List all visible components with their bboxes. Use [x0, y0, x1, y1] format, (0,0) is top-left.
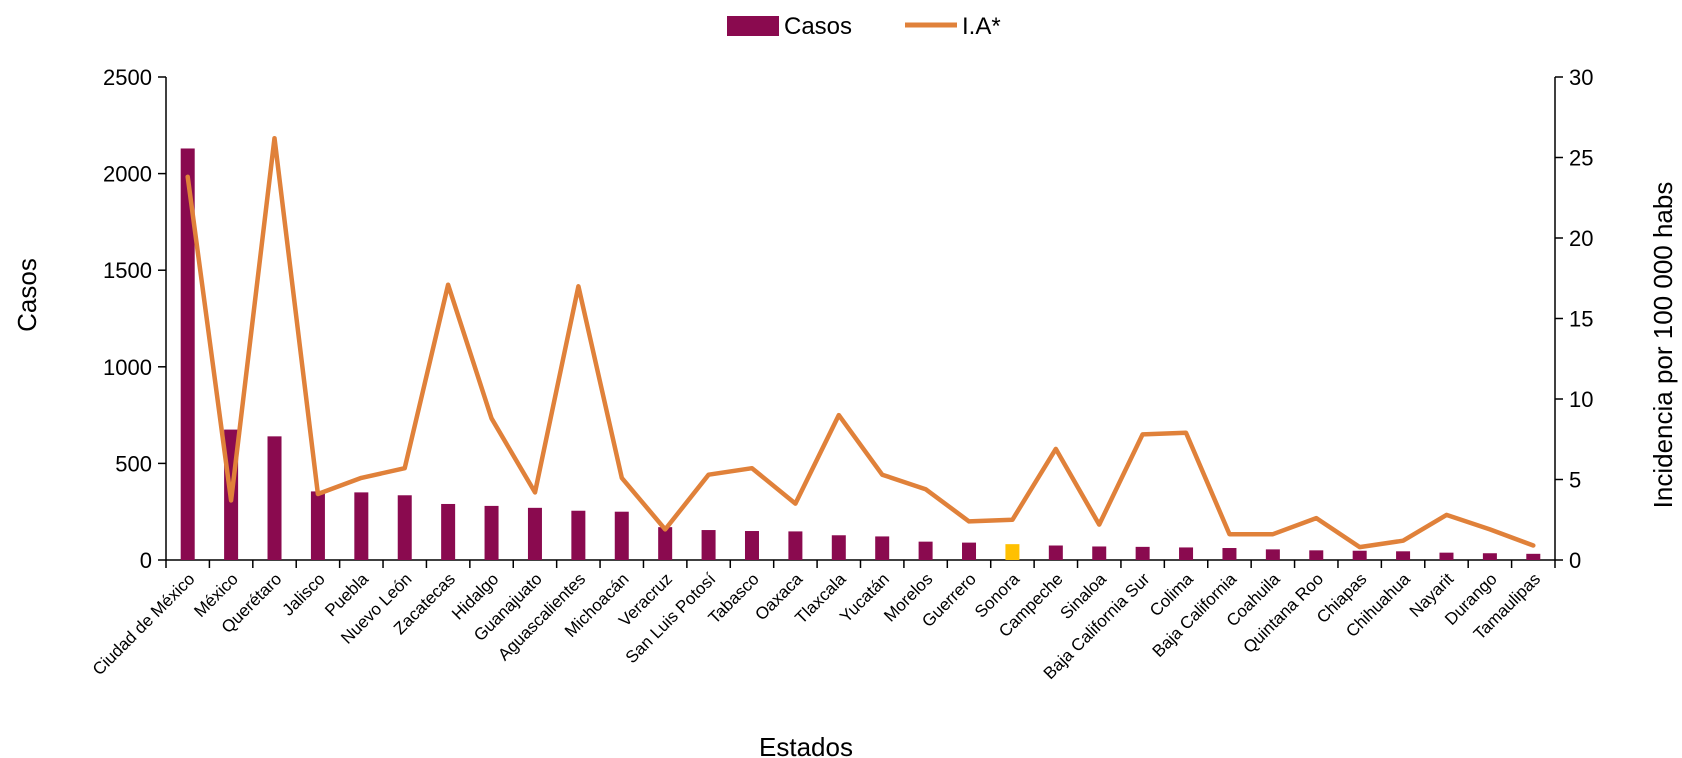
y2-tick-label: 15	[1569, 307, 1593, 332]
bar-13	[744, 531, 759, 560]
legend-label-casos: Casos	[784, 13, 852, 40]
y-tick-label: 2500	[103, 65, 152, 90]
y2-axis-title: Incidencia por 100 000 habs	[1648, 182, 1678, 509]
bar-9	[571, 510, 586, 560]
y2-tick-label: 5	[1569, 468, 1581, 493]
x-tick-label: Jalisco	[279, 569, 329, 619]
x-axis-labels: Ciudad de MéxicoMéxicoQuerétaroJaliscoPu…	[89, 560, 1556, 683]
bar-30	[1482, 553, 1497, 560]
y-tick-label: 500	[115, 451, 152, 476]
bar-5	[397, 495, 412, 560]
y-tick-label: 2000	[103, 162, 152, 187]
bar-15	[831, 535, 846, 560]
y-tick-label: 0	[140, 548, 152, 573]
y-tick-label: 1000	[103, 355, 152, 380]
bar-8	[527, 507, 542, 560]
line-series-ia	[185, 135, 1536, 550]
y-tick-label: 1500	[103, 258, 152, 283]
y2-tick-label: 20	[1569, 226, 1593, 251]
bar-27	[1352, 550, 1367, 560]
y-axis-ticks: 0 500 1000 1500 2000 2500	[103, 65, 166, 573]
bar-25	[1265, 549, 1280, 560]
x-tick-label: Ciudad de México	[89, 569, 199, 679]
bar-6	[441, 503, 456, 560]
bar-series-casos	[180, 148, 1541, 560]
x-axis-title: Estados	[759, 732, 853, 758]
bar-16	[875, 536, 890, 560]
y2-tick-label: 10	[1569, 387, 1593, 412]
bar-17	[918, 541, 933, 560]
bar-28	[1396, 551, 1411, 560]
bar-2	[267, 436, 282, 560]
bar-11	[658, 527, 673, 560]
bar-10	[614, 511, 629, 560]
bar-20	[1048, 545, 1063, 560]
y2-tick-label: 0	[1569, 548, 1581, 573]
bar-19	[1005, 544, 1020, 560]
y2-tick-label: 30	[1569, 65, 1593, 90]
legend-swatch-casos	[727, 16, 779, 36]
bar-12	[701, 530, 716, 560]
bar-23	[1179, 547, 1194, 560]
legend-label-ia: I.A*	[962, 13, 1001, 40]
bar-14	[788, 531, 803, 560]
bar-29	[1439, 552, 1454, 560]
bar-22	[1135, 546, 1150, 560]
bar-24	[1222, 548, 1237, 560]
bar-3	[310, 491, 325, 560]
bar-21	[1092, 546, 1107, 560]
y2-tick-label: 25	[1569, 146, 1593, 171]
bar-31	[1526, 553, 1541, 560]
bar-4	[354, 492, 369, 560]
y2-axis-ticks: 0 5 10 15 20 25 30	[1555, 65, 1593, 573]
legend: Casos I.A*	[727, 13, 1001, 40]
line-ia	[185, 135, 1536, 550]
bar-0	[180, 148, 195, 560]
bar-7	[484, 505, 499, 560]
y-axis-title: Casos	[12, 258, 42, 332]
bar-18	[962, 542, 977, 560]
bar-26	[1309, 550, 1324, 560]
